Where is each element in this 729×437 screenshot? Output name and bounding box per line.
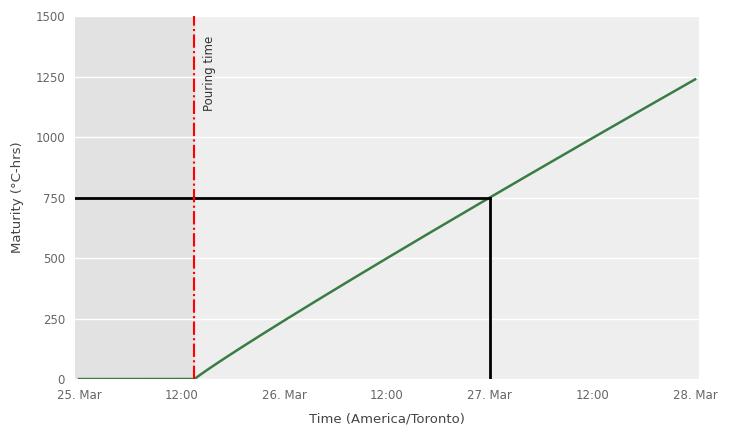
Text: Pouring time: Pouring time — [203, 35, 216, 111]
Y-axis label: Maturity (°C-hrs): Maturity (°C-hrs) — [11, 142, 24, 253]
Bar — [74, 16, 195, 379]
X-axis label: Time (America/Toronto): Time (America/Toronto) — [309, 413, 465, 426]
